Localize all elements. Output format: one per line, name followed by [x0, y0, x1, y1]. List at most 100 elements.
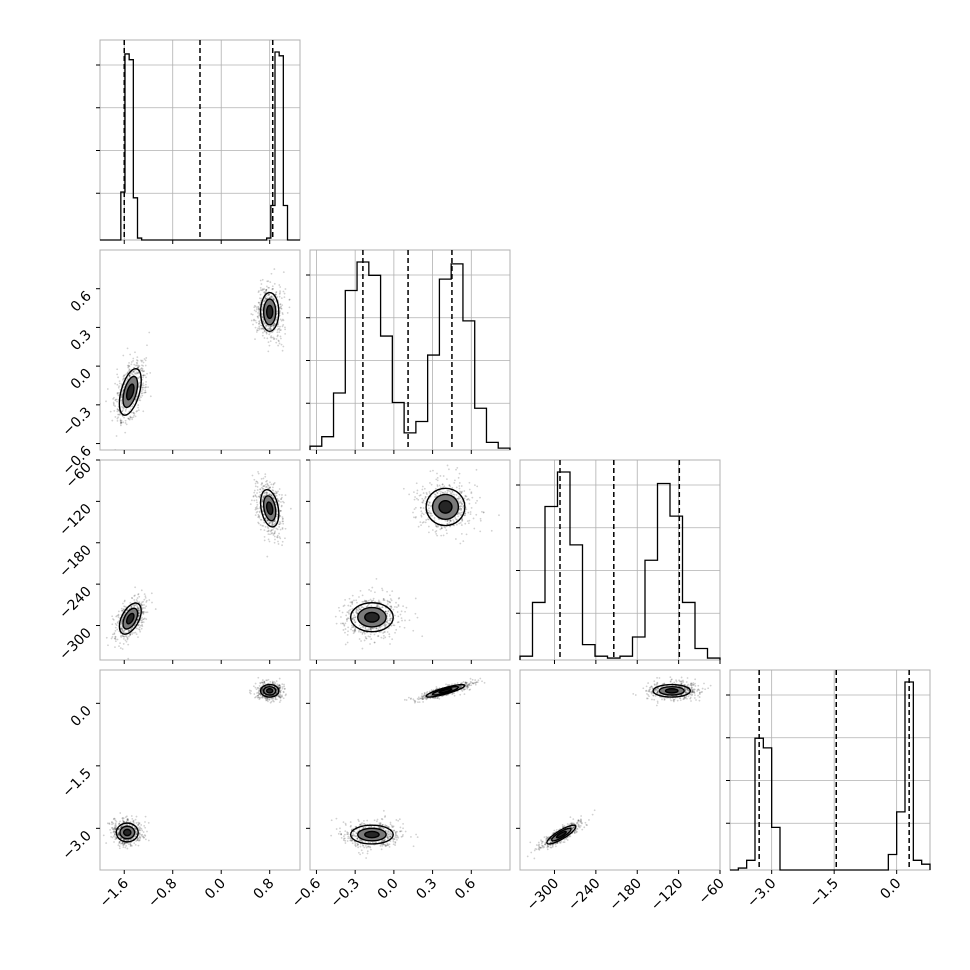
y-tick-label: 0.0 [68, 366, 95, 393]
panel-frame [99, 669, 301, 871]
panel-frame [99, 459, 301, 661]
x-tick-label: −240 [565, 876, 604, 915]
panel-frame [309, 459, 511, 661]
x-tick-label: 0.0 [877, 876, 904, 903]
y-tick-label: −120 [56, 501, 95, 540]
contour-level-0 [125, 383, 135, 401]
histogram-step-2 [519, 471, 721, 660]
x-axis-param-2: −300 −240 −180 −120 −60 [524, 870, 728, 914]
x-axis-param-0 [123, 240, 271, 244]
panel-frame [309, 669, 511, 871]
contour-level-0 [265, 501, 274, 516]
x-tick-label: −1.6 [97, 875, 132, 910]
x-axis-param-2 [553, 660, 721, 664]
y-tick-label: −3.0 [59, 828, 94, 863]
x-axis-param-0 [123, 660, 271, 664]
x-tick-label: −60 [696, 876, 728, 908]
scatter-panel-1-2 [309, 459, 511, 661]
y-tick-label: 0.0 [68, 703, 95, 730]
histogram-panel-2 [516, 459, 721, 661]
x-tick-label: −0.8 [145, 876, 180, 911]
contour-level-2 [118, 368, 142, 416]
contour-level-1 [119, 825, 136, 840]
x-tick-label: −3.0 [744, 876, 779, 911]
contour-level-1 [357, 827, 387, 842]
histogram-panel-1 [306, 249, 511, 451]
x-axis-param-1 [315, 660, 472, 664]
x-tick-label: 0.0 [202, 876, 229, 903]
y-tick-label: −300 [56, 625, 95, 664]
contour-level-0 [364, 611, 380, 623]
contour-level-1 [122, 375, 139, 409]
density-core [266, 304, 274, 320]
density-core [438, 688, 453, 694]
panel-frame [99, 249, 301, 451]
contour-level-0 [364, 830, 380, 839]
y-tick-label: −1.5 [59, 765, 94, 800]
density-core [364, 831, 380, 839]
contour-level-0 [555, 830, 567, 839]
contour-level-1 [122, 607, 139, 630]
density-core [364, 611, 380, 623]
scatter-panel-0-3 [99, 669, 301, 871]
x-axis-param-1 [315, 450, 472, 454]
y-axis-param-3: −3.0 −1.5 0.0 [59, 702, 100, 863]
contour-level-1 [262, 298, 277, 326]
contour-level-0 [438, 499, 453, 514]
x-tick-label: −0.6 [289, 875, 324, 910]
histogram-step-3 [730, 681, 931, 871]
x-axis-param-0 [123, 450, 271, 454]
scatter-points [105, 471, 292, 660]
contour-level-1 [357, 606, 387, 628]
x-tick-label: −300 [524, 876, 563, 915]
x-axis-param-1: −0.6 −0.3 0.0 0.3 0.6 [289, 870, 479, 911]
contour-level-2 [259, 488, 280, 528]
contour-level-1 [658, 685, 685, 696]
y-axis-param-2: −300−240−180−120−60 [56, 459, 100, 664]
contour-level-1 [262, 495, 277, 522]
x-axis-param-0: −1.6 −0.8 0.0 0.8 [97, 870, 278, 911]
contour-level-0 [664, 688, 679, 694]
scatter-points [526, 676, 712, 860]
scatter-panel-2-3 [519, 669, 721, 871]
contour-level-2 [546, 824, 577, 845]
scatter-panel-0-1 [99, 249, 301, 451]
histogram-step-0 [100, 51, 300, 241]
contour-level-0 [125, 612, 135, 625]
x-tick-label: 0.8 [250, 876, 277, 903]
density-core [123, 829, 132, 836]
contour-level-2 [349, 602, 394, 633]
contour-level-1 [431, 493, 460, 521]
histogram-step-1 [309, 261, 511, 450]
y-axis-param-3 [306, 702, 310, 829]
contour-level-2 [425, 683, 466, 698]
x-tick-label: −1.5 [807, 876, 842, 911]
y-tick-label: −240 [56, 584, 95, 623]
scatter-panel-1-3 [309, 669, 511, 871]
contour-level-0 [122, 828, 132, 837]
histogram-panel-0 [96, 39, 301, 241]
contour-level-2 [425, 487, 466, 527]
density-core [664, 688, 679, 694]
density-core [556, 831, 567, 839]
x-tick-label: −180 [607, 876, 646, 915]
contour-level-1 [431, 685, 460, 696]
scatter-panel-0-2 [99, 459, 301, 661]
contour-level-2 [118, 602, 142, 635]
scatter-points [334, 464, 500, 650]
contour-level-2 [259, 291, 280, 332]
scatter-points [100, 268, 291, 450]
scatter-points [102, 676, 287, 850]
y-tick-label: 0.6 [68, 288, 95, 315]
x-tick-label: −0.3 [328, 876, 363, 911]
contour-level-2 [115, 822, 139, 843]
contour-level-0 [265, 304, 274, 320]
x-tick-label: 0.0 [375, 876, 402, 903]
panel-frame [729, 669, 931, 871]
y-axis-param-3 [516, 702, 520, 829]
contour-level-2 [259, 683, 280, 698]
density-core [438, 500, 453, 514]
y-tick-label: −180 [56, 542, 95, 581]
y-tick-label: −0.3 [59, 404, 94, 439]
